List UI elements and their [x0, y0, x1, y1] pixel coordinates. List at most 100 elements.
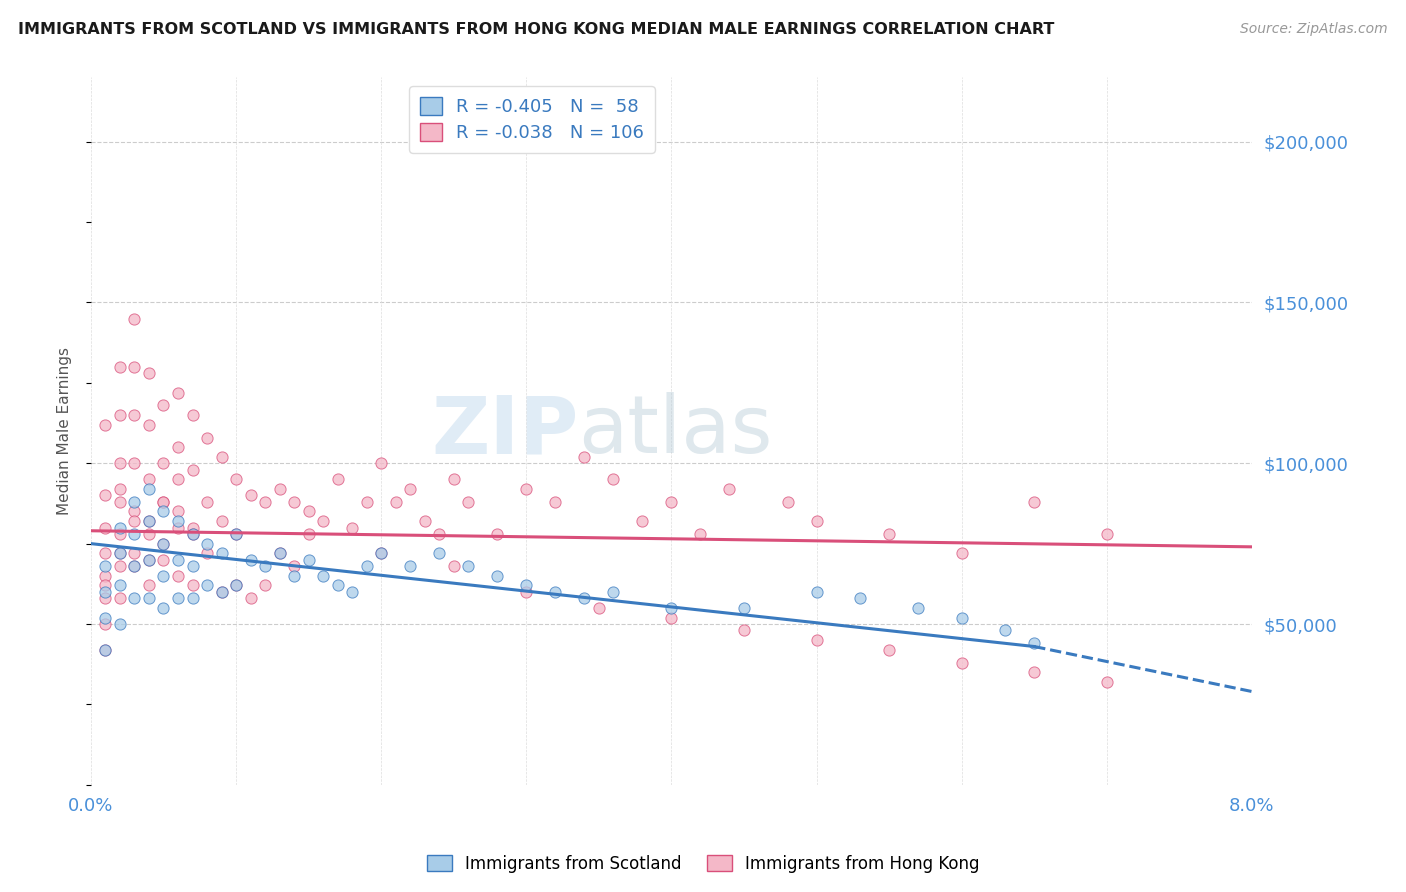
Point: [326, 578, 349, 592]
Point: [138, 527, 160, 541]
Legend: R = -0.405   N =  58, R = -0.038   N = 106: R = -0.405 N = 58, R = -0.038 N = 106: [409, 87, 655, 153]
Point: [108, 546, 131, 560]
Point: [297, 527, 319, 541]
Point: [239, 488, 262, 502]
Point: [515, 585, 537, 599]
Point: [195, 536, 218, 550]
Point: [1095, 674, 1118, 689]
Point: [877, 527, 900, 541]
Point: [124, 559, 146, 574]
Point: [457, 495, 479, 509]
Point: [806, 633, 828, 648]
Point: [877, 642, 900, 657]
Point: [427, 527, 450, 541]
Point: [225, 578, 247, 592]
Point: [94, 578, 117, 592]
Point: [631, 514, 654, 528]
Point: [181, 578, 204, 592]
Point: [152, 536, 174, 550]
Point: [152, 552, 174, 566]
Point: [239, 552, 262, 566]
Point: [167, 514, 190, 528]
Point: [283, 559, 305, 574]
Point: [181, 408, 204, 422]
Point: [661, 495, 683, 509]
Point: [152, 568, 174, 582]
Point: [211, 585, 233, 599]
Point: [733, 624, 755, 638]
Point: [356, 495, 378, 509]
Point: [269, 482, 291, 496]
Point: [108, 359, 131, 374]
Point: [152, 601, 174, 615]
Point: [544, 495, 567, 509]
Point: [1024, 495, 1046, 509]
Point: [340, 585, 363, 599]
Point: [181, 527, 204, 541]
Point: [370, 456, 392, 470]
Point: [108, 578, 131, 592]
Point: [718, 482, 741, 496]
Point: [195, 546, 218, 560]
Point: [544, 585, 567, 599]
Point: [94, 568, 117, 582]
Point: [950, 610, 973, 624]
Point: [167, 520, 190, 534]
Point: [138, 417, 160, 432]
Point: [94, 617, 117, 632]
Point: [602, 585, 624, 599]
Point: [94, 610, 117, 624]
Point: [312, 514, 335, 528]
Point: [211, 514, 233, 528]
Point: [806, 514, 828, 528]
Point: [181, 559, 204, 574]
Point: [108, 559, 131, 574]
Point: [399, 559, 422, 574]
Point: [211, 450, 233, 464]
Point: [108, 546, 131, 560]
Point: [167, 552, 190, 566]
Point: [138, 472, 160, 486]
Point: [950, 656, 973, 670]
Point: [283, 495, 305, 509]
Point: [138, 578, 160, 592]
Point: [443, 472, 465, 486]
Y-axis label: Median Male Earnings: Median Male Earnings: [58, 347, 72, 515]
Point: [413, 514, 436, 528]
Point: [94, 488, 117, 502]
Point: [108, 617, 131, 632]
Point: [167, 504, 190, 518]
Point: [225, 527, 247, 541]
Point: [181, 527, 204, 541]
Point: [849, 591, 872, 606]
Point: [138, 514, 160, 528]
Point: [94, 585, 117, 599]
Point: [152, 495, 174, 509]
Point: [427, 546, 450, 560]
Point: [195, 578, 218, 592]
Point: [108, 456, 131, 470]
Point: [254, 495, 277, 509]
Point: [167, 472, 190, 486]
Point: [370, 546, 392, 560]
Point: [181, 520, 204, 534]
Point: [312, 568, 335, 582]
Point: [486, 527, 509, 541]
Point: [108, 495, 131, 509]
Point: [94, 591, 117, 606]
Point: [124, 591, 146, 606]
Point: [384, 495, 406, 509]
Point: [239, 591, 262, 606]
Point: [907, 601, 929, 615]
Point: [297, 552, 319, 566]
Point: [167, 591, 190, 606]
Point: [356, 559, 378, 574]
Point: [124, 527, 146, 541]
Point: [1024, 665, 1046, 680]
Point: [138, 552, 160, 566]
Point: [124, 559, 146, 574]
Point: [211, 585, 233, 599]
Point: [254, 559, 277, 574]
Text: Source: ZipAtlas.com: Source: ZipAtlas.com: [1240, 22, 1388, 37]
Point: [254, 578, 277, 592]
